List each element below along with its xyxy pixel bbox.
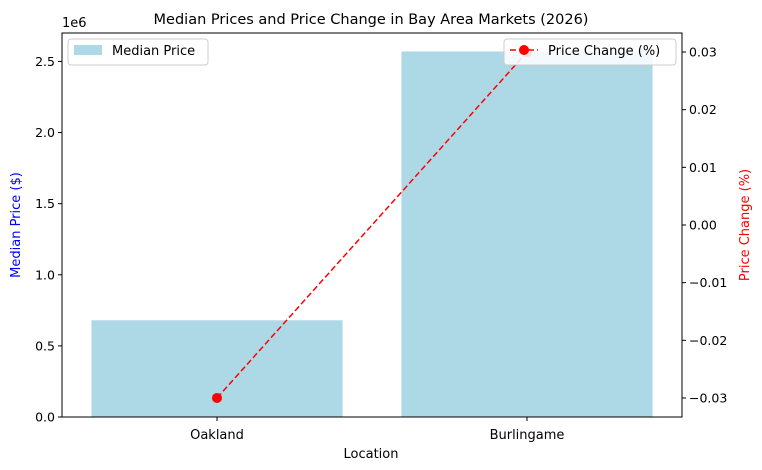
left-axis-label: Median Price ($) (9, 172, 24, 278)
left-tick-label: 1.5 (35, 196, 55, 211)
right-tick-label: 0.02 (689, 102, 717, 117)
legend-swatch-median-price (74, 45, 102, 55)
right-axis-label: Price Change (%) (738, 169, 753, 281)
left-tick-label: 0.5 (35, 338, 55, 353)
legend-box (67, 38, 209, 66)
legend-box (503, 38, 677, 66)
price-change-point-oakland (212, 392, 222, 403)
chart-title: Median Prices and Price Change in Bay Ar… (154, 12, 589, 28)
right-tick-label: −0.01 (689, 275, 727, 290)
left-tick-label: 1.0 (35, 267, 55, 282)
right-tick-label: 0.01 (689, 160, 717, 175)
bars-layer (91, 51, 653, 417)
left-axis-offset-text: 1e6 (62, 16, 87, 31)
x-tick-label-burlingame: Burlingame (490, 428, 565, 443)
right-tick-label: −0.03 (689, 390, 727, 405)
legend-median-price: Median Price (67, 38, 209, 66)
legend-label-price-change: Price Change (%) (548, 44, 660, 59)
legend-price-change: Price Change (%) (503, 38, 677, 66)
x-tick-label-oakland: Oakland (190, 428, 244, 443)
right-tick-label: 0.00 (689, 218, 717, 233)
price-change-line (216, 51, 528, 399)
bar-burlingame (401, 51, 653, 417)
left-tick-label: 2.5 (35, 54, 55, 69)
legend-marker-price-change (519, 45, 529, 55)
right-axis: −0.03 −0.02 −0.01 0.00 0.01 0.02 0.03 (682, 45, 727, 405)
x-axis-label: Location (344, 447, 399, 462)
x-axis: Oakland Burlingame (190, 417, 564, 443)
left-tick-label: 2.0 (35, 125, 55, 140)
legend-label-median-price: Median Price (112, 44, 195, 59)
left-axis: 0.0 0.5 1.0 1.5 2.0 2.5 (35, 54, 62, 425)
right-tick-label: −0.02 (689, 333, 727, 348)
right-tick-label: 0.03 (689, 45, 717, 60)
left-tick-label: 0.0 (35, 410, 55, 425)
